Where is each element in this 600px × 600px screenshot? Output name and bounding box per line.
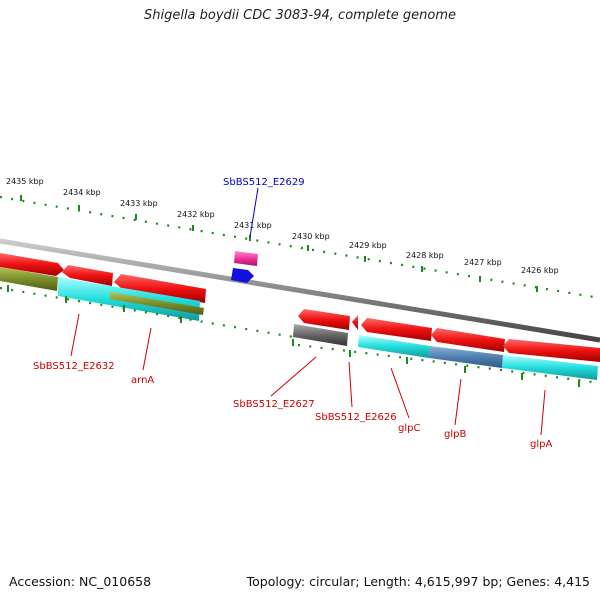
cds-arrow [114,274,206,303]
cds-arrow [431,328,505,352]
map-title: Shigella boydii CDC 3083-94, complete ge… [143,8,457,23]
topology-text: Topology: circular; Length: 4,615,997 bp… [246,574,590,589]
outer-ruler: 2435 kbp 2434 kbp 2433 kbp 2432 kbp 2431… [0,177,600,300]
outer-ruler-major-ticks [20,195,538,292]
ruler-label: 2429 kbp [349,241,387,250]
genome-backbone [0,238,600,343]
gene-label-e2629: SbBS512_E2629 [223,177,305,188]
cds-row-right [298,309,600,362]
leader-line [390,367,410,419]
cog-block-cyan [358,335,430,358]
leader-line [270,356,317,397]
leader-line [540,389,546,436]
ruler-label: 2431 kbp [234,221,272,230]
cog-row-left [0,267,204,321]
ruler-label: 2427 kbp [464,258,502,267]
leader-line [142,327,152,371]
cog-block-olive [110,292,204,315]
ruler-label: 2428 kbp [406,251,444,260]
cog-block-blue [429,346,503,368]
cog-block-gray [293,324,348,346]
ruler-label: 2430 kbp [292,232,330,241]
inner-ruler-major-ticks [7,285,580,387]
cds-arrow [361,318,432,341]
gene-labels: SbBS512_E2629 SbBS512_E2632 arnA SbBS512… [33,177,552,450]
leader-line [348,361,353,408]
ruler-label: 2434 kbp [63,188,101,197]
leader-line [249,187,259,238]
cds-arrow [352,315,358,330]
cog-block-cyan [502,355,598,380]
cds-arrow [503,339,600,362]
pink-feature [234,251,258,266]
ruler-labels: 2435 kbp 2434 kbp 2433 kbp 2432 kbp 2431… [6,177,559,275]
label-leaders [70,187,546,436]
ruler-label: 2435 kbp [6,177,44,186]
gene-label-e2632: SbBS512_E2632 [33,361,115,372]
cds-arrow [62,265,113,286]
blue-feature [231,268,254,283]
gene-label-arnA: arnA [131,375,154,386]
gene-label-e2627: SbBS512_E2627 [233,399,315,410]
ruler-label: 2433 kbp [120,199,158,208]
gene-label-glpC: glpC [398,423,420,434]
cds-arrow [0,253,64,276]
gene-label-e2626: SbBS512_E2626 [315,412,397,423]
cds-arrow [298,309,350,330]
cog-block-olive [0,267,58,291]
cds-row-left [0,253,206,303]
ruler-label: 2426 kbp [521,266,559,275]
gene-label-glpB: glpB [444,429,466,440]
leader-line [70,313,80,357]
leader-line [454,378,462,426]
cog-row-right [293,324,598,380]
ruler-label: 2432 kbp [177,210,215,219]
accession-text: Accession: NC_010658 [9,574,152,589]
gene-label-glpA: glpA [530,439,552,450]
